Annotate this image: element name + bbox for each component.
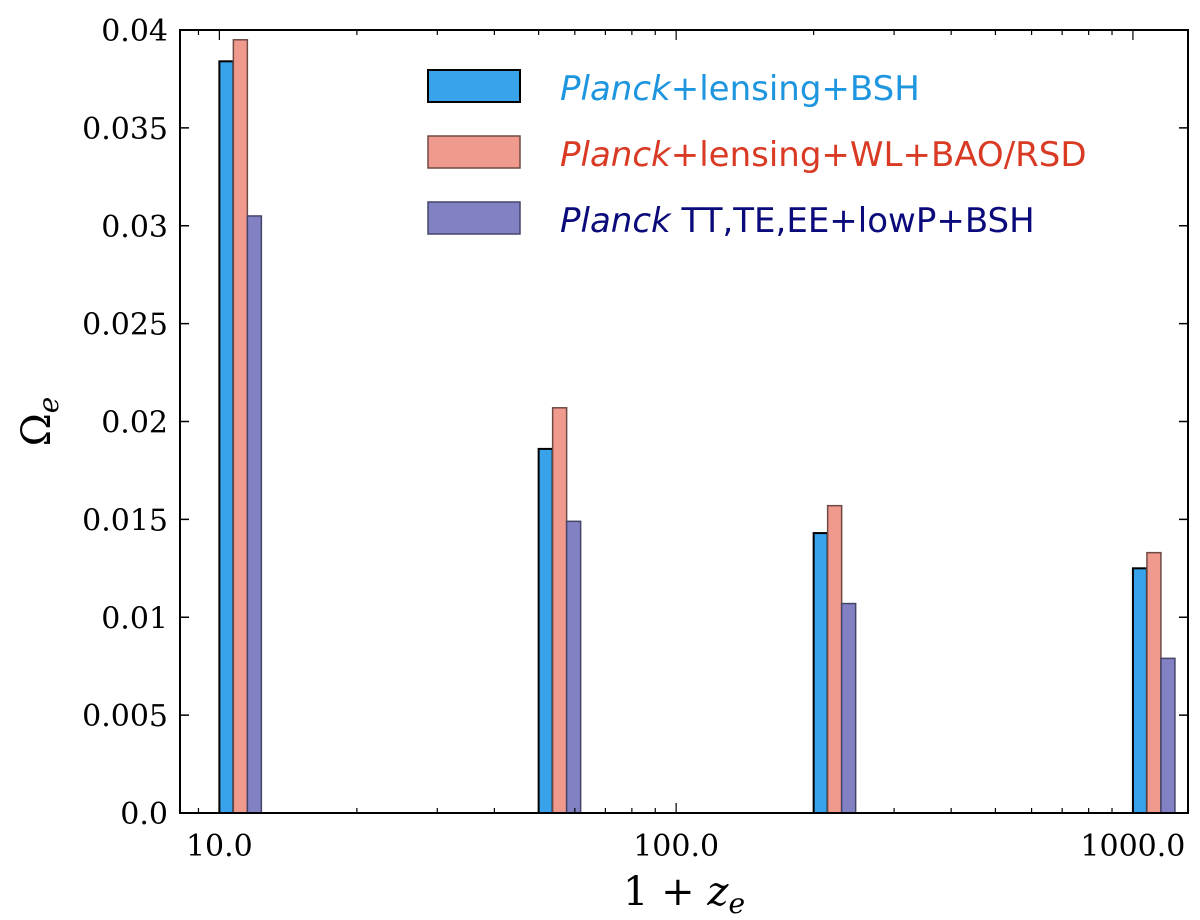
ticks-group: 0.0 0.005 0.01 0.015 0.02 0.025 0.03 0.035 0.04 1… bbox=[82, 14, 1188, 864]
legend-label-3: Planck TT,TE,EE+lowP+BSH bbox=[560, 201, 1035, 241]
y-tick-label-8: 0.04 bbox=[101, 14, 168, 49]
legend-label-3-rest: TT,TE,EE+lowP+BSH bbox=[671, 201, 1035, 241]
bar-1-x50 bbox=[537, 447, 554, 814]
y-tick-label-6: 0.03 bbox=[101, 210, 168, 245]
legend-swatch-2 bbox=[427, 135, 521, 169]
y-tick-label-1: 0.005 bbox=[82, 699, 168, 734]
legend-label-2: Planck+lensing+WL+BAO/RSD bbox=[560, 135, 1087, 175]
bar-1-x10 bbox=[218, 60, 235, 814]
x-tick-label-1: 100.0 bbox=[633, 829, 719, 864]
bar-1-x200 bbox=[812, 532, 829, 814]
legend-label-1-italic: Planck bbox=[560, 69, 672, 109]
bar-3-x50 bbox=[565, 520, 582, 814]
y-tick-label-4: 0.02 bbox=[101, 406, 168, 441]
x-tick-label-0: 10.0 bbox=[186, 829, 253, 864]
legend-label-1-rest: +lensing+BSH bbox=[671, 69, 920, 109]
legend-swatch-3 bbox=[427, 201, 521, 235]
y-tick-label-2: 0.01 bbox=[101, 601, 168, 636]
bar-1-x1000 bbox=[1131, 567, 1148, 814]
bars-group bbox=[218, 39, 1176, 814]
y-tick-label-5: 0.025 bbox=[82, 308, 168, 343]
y-axis-label: Ωe bbox=[14, 397, 65, 447]
y-tick-label-0: 0.0 bbox=[120, 797, 168, 832]
bar-2-x50 bbox=[551, 407, 568, 814]
bar-2-x1000 bbox=[1146, 551, 1162, 814]
x-tick-label-2: 1000.0 bbox=[1080, 829, 1185, 864]
bar-3-x1000 bbox=[1160, 657, 1176, 814]
legend-label-2-italic: Planck bbox=[560, 135, 672, 175]
x-axis-label-sub: e bbox=[728, 887, 745, 920]
y-axis-label-var: Ω bbox=[14, 413, 60, 446]
bar-3-x200 bbox=[840, 602, 857, 814]
legend-label-2-rest: +lensing+WL+BAO/RSD bbox=[671, 135, 1087, 175]
legend-swatch-1 bbox=[427, 69, 521, 103]
legend-label-1: Planck+lensing+BSH bbox=[560, 69, 920, 109]
x-axis-label: 1 + ze bbox=[623, 869, 745, 920]
plot-frame bbox=[179, 29, 1189, 814]
y-axis-label-sub: e bbox=[32, 397, 65, 414]
y-tick-label-7: 0.035 bbox=[82, 112, 168, 147]
legend-label-3-italic: Planck bbox=[560, 201, 672, 241]
x-axis-label-main: 1 + bbox=[623, 869, 707, 915]
x-axis-label-var: z bbox=[706, 869, 729, 915]
bar-2-x200 bbox=[826, 504, 843, 814]
y-tick-label-3: 0.015 bbox=[82, 503, 168, 538]
bar-3-x10 bbox=[246, 215, 263, 814]
legend: Planck+lensing+BSHPlanck+lensing+WL+BAO/… bbox=[427, 69, 1087, 241]
bar-2-x10 bbox=[232, 39, 249, 814]
